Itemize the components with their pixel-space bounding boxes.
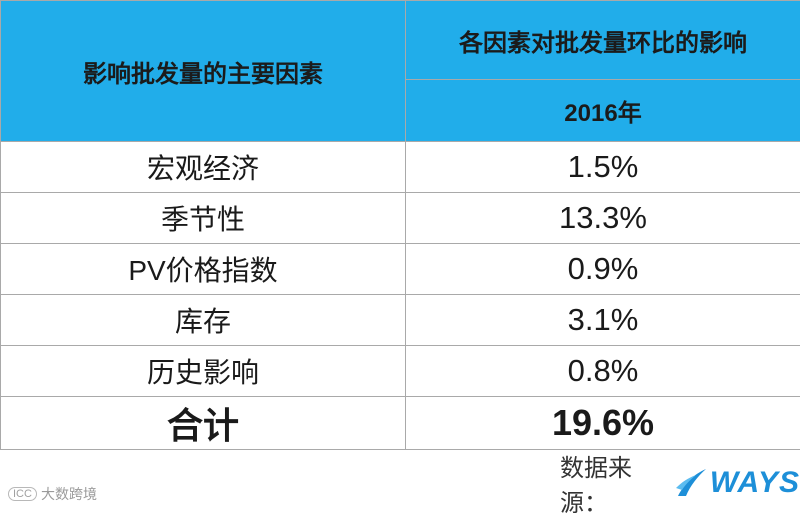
table-row: 季节性 13.3%	[1, 193, 800, 244]
ways-logo: WAYS	[674, 466, 800, 500]
factor-cell: 历史影响	[1, 346, 406, 397]
watermark: ICC 大数跨境	[8, 484, 97, 504]
value-cell: 1.5%	[406, 142, 800, 193]
impact-column-header: 各因素对批发量环比的影响	[406, 1, 800, 80]
header-row-1: 影响批发量的主要因素 各因素对批发量环比的影响	[1, 1, 800, 80]
value-cell: 3.1%	[406, 295, 800, 346]
data-source: 数据来源： WAYS	[560, 463, 800, 503]
source-label: 数据来源：	[560, 448, 660, 518]
factor-cell: PV价格指数	[1, 244, 406, 295]
factor-cell: 季节性	[1, 193, 406, 244]
factor-cell: 宏观经济	[1, 142, 406, 193]
table-row: PV价格指数 0.9%	[1, 244, 800, 295]
table-row: 历史影响 0.8%	[1, 346, 800, 397]
total-row: 合计 19.6%	[1, 397, 800, 450]
total-value-cell: 19.6%	[406, 397, 800, 450]
value-cell: 0.8%	[406, 346, 800, 397]
factor-cell: 库存	[1, 295, 406, 346]
logo-text: WAYS	[710, 466, 800, 500]
value-cell: 13.3%	[406, 193, 800, 244]
year-subheader: 2016年	[406, 80, 800, 142]
watermark-text: 大数跨境	[41, 484, 97, 504]
table-row: 宏观经济 1.5%	[1, 142, 800, 193]
factor-column-header: 影响批发量的主要因素	[1, 1, 406, 142]
swoosh-icon	[674, 466, 708, 500]
impact-table: 影响批发量的主要因素 各因素对批发量环比的影响 2016年 宏观经济 1.5% …	[0, 0, 800, 450]
watermark-badge: ICC	[8, 487, 37, 501]
table-row: 库存 3.1%	[1, 295, 800, 346]
value-cell: 0.9%	[406, 244, 800, 295]
total-label-cell: 合计	[1, 397, 406, 450]
